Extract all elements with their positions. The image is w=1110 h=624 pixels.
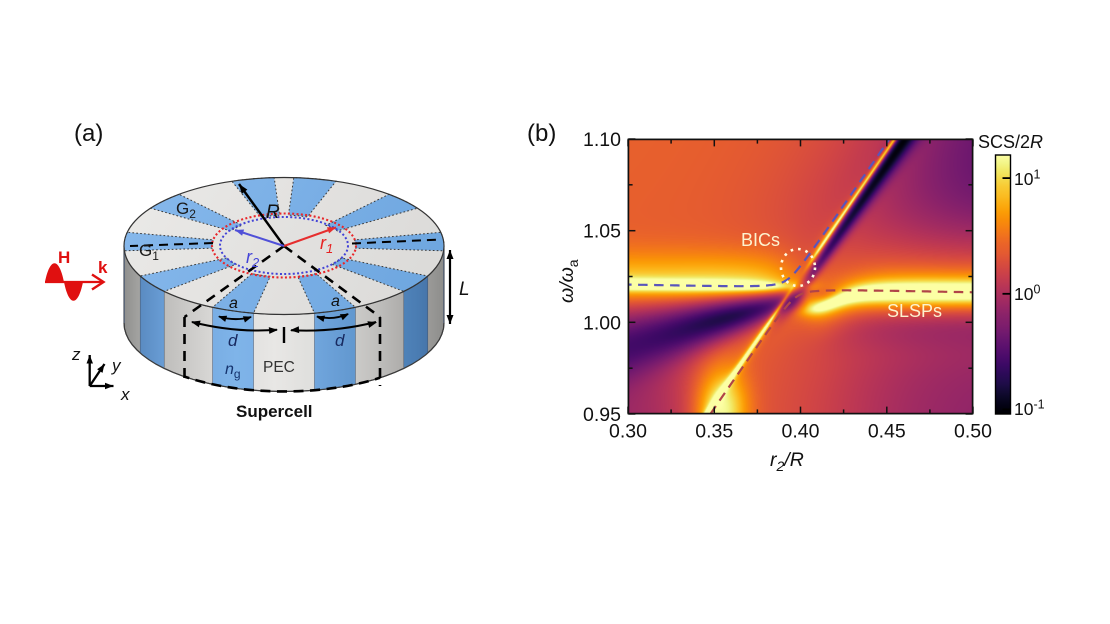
- svg-text:0.40: 0.40: [782, 421, 820, 443]
- svg-text:0.30: 0.30: [609, 421, 647, 443]
- svg-text:0.50: 0.50: [954, 421, 992, 443]
- svg-text:H: H: [58, 248, 70, 267]
- svg-text:(b): (b): [527, 120, 556, 147]
- svg-text:101: 101: [1014, 168, 1040, 190]
- svg-text:k: k: [98, 258, 108, 277]
- svg-text:L: L: [459, 279, 470, 300]
- svg-text:ω/ωa: ω/ωa: [556, 259, 581, 303]
- svg-text:1.00: 1.00: [583, 312, 621, 334]
- svg-text:SCS/2R: SCS/2R: [978, 132, 1043, 152]
- svg-text:r2/R: r2/R: [770, 449, 804, 474]
- svg-text:(a): (a): [74, 120, 103, 147]
- svg-text:Supercell: Supercell: [236, 402, 313, 421]
- svg-text:x: x: [120, 385, 130, 404]
- svg-text:d: d: [335, 331, 345, 350]
- svg-text:z: z: [71, 345, 81, 364]
- svg-text:10-1: 10-1: [1014, 398, 1045, 420]
- svg-text:SLSPs: SLSPs: [887, 301, 942, 321]
- svg-text:1.05: 1.05: [583, 221, 621, 243]
- svg-text:R: R: [266, 202, 280, 223]
- svg-text:BICs: BICs: [741, 230, 780, 250]
- svg-text:0.95: 0.95: [583, 404, 621, 426]
- svg-text:100: 100: [1014, 283, 1040, 305]
- svg-text:PEC: PEC: [263, 359, 295, 376]
- svg-text:a: a: [331, 293, 340, 310]
- svg-text:0.45: 0.45: [868, 421, 906, 443]
- svg-text:a: a: [229, 295, 238, 312]
- svg-text:d: d: [228, 331, 238, 350]
- svg-text:y: y: [111, 356, 122, 375]
- svg-text:0.35: 0.35: [695, 421, 733, 443]
- svg-text:1.10: 1.10: [583, 129, 621, 151]
